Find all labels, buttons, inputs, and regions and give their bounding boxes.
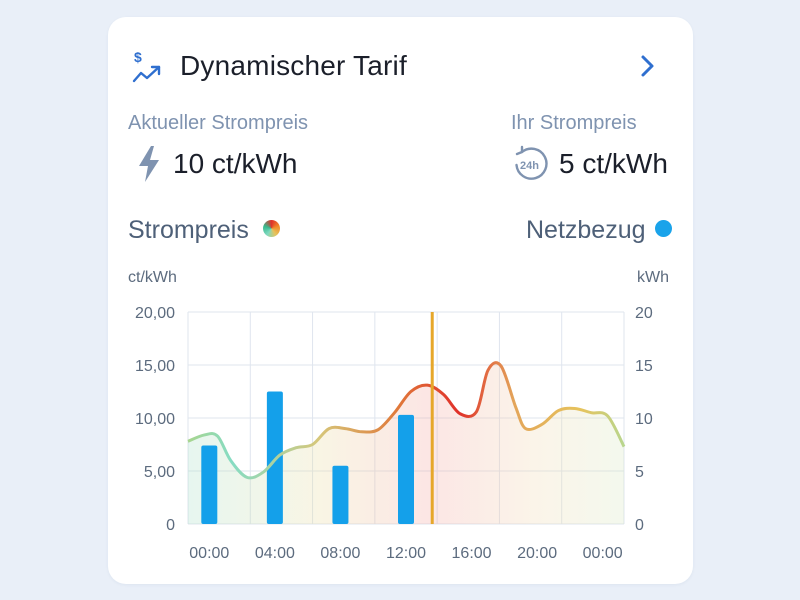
svg-text:24h: 24h [520, 160, 539, 172]
current-price-value: 10 ct/kWh [173, 148, 298, 179]
card-title: Dynamischer Tarif [180, 50, 407, 81]
x-axis-tick: 12:00 [386, 545, 426, 562]
x-axis-tick: 20:00 [517, 545, 557, 562]
x-axis-tick: 00:00 [583, 545, 623, 562]
your-price-value: 5 ct/kWh [559, 148, 668, 179]
x-axis-tick: 00:00 [189, 545, 229, 562]
legend-strompreis-label: Strompreis [128, 216, 249, 244]
left-axis-tick: 0 [166, 517, 175, 534]
svg-text:$: $ [134, 50, 142, 65]
x-axis-tick: 16:00 [452, 545, 492, 562]
right-axis-tick: 15 [635, 358, 653, 375]
right-axis-tick: 10 [635, 411, 653, 428]
right-axis-tick: 5 [635, 464, 644, 481]
legend-netzbezug-label: Netzbezug [526, 216, 646, 244]
your-price-label: Ihr Strompreis [511, 112, 637, 134]
legend-netzbezug-dot [655, 220, 672, 237]
x-axis-tick: 08:00 [320, 545, 360, 562]
netzbezug-bars [201, 391, 414, 524]
netzbezug-bar [332, 465, 349, 524]
right-axis-tick: 0 [635, 517, 644, 534]
dollar-trend-icon: $ [132, 50, 161, 83]
right-axis-unit: kWh [637, 269, 669, 286]
left-axis-unit: ct/kWh [128, 269, 177, 286]
lightning-icon [139, 146, 159, 182]
x-axis-tick: 04:00 [255, 545, 295, 562]
netzbezug-bar [201, 445, 218, 524]
legend-strompreis-gradient-dot [263, 220, 280, 237]
left-axis-tick: 5,00 [144, 464, 175, 481]
left-axis-tick: 20,00 [135, 305, 175, 322]
chevron-right-icon[interactable] [637, 54, 659, 78]
right-axis-tick: 20 [635, 305, 653, 322]
left-axis-tick: 15,00 [135, 358, 175, 375]
chart-axis-ticks: 20,00 15,00 10,00 5,00 0 20 15 10 5 0 00:00 04:00 08… [135, 305, 653, 562]
left-axis-tick: 10,00 [135, 411, 175, 428]
card-header[interactable]: $ Dynamischer Tarif [132, 47, 669, 87]
current-price-label: Aktueller Strompreis [128, 112, 309, 134]
netzbezug-bar [398, 414, 414, 524]
price-line [187, 361, 626, 480]
24h-history-icon: 24h [515, 145, 548, 180]
